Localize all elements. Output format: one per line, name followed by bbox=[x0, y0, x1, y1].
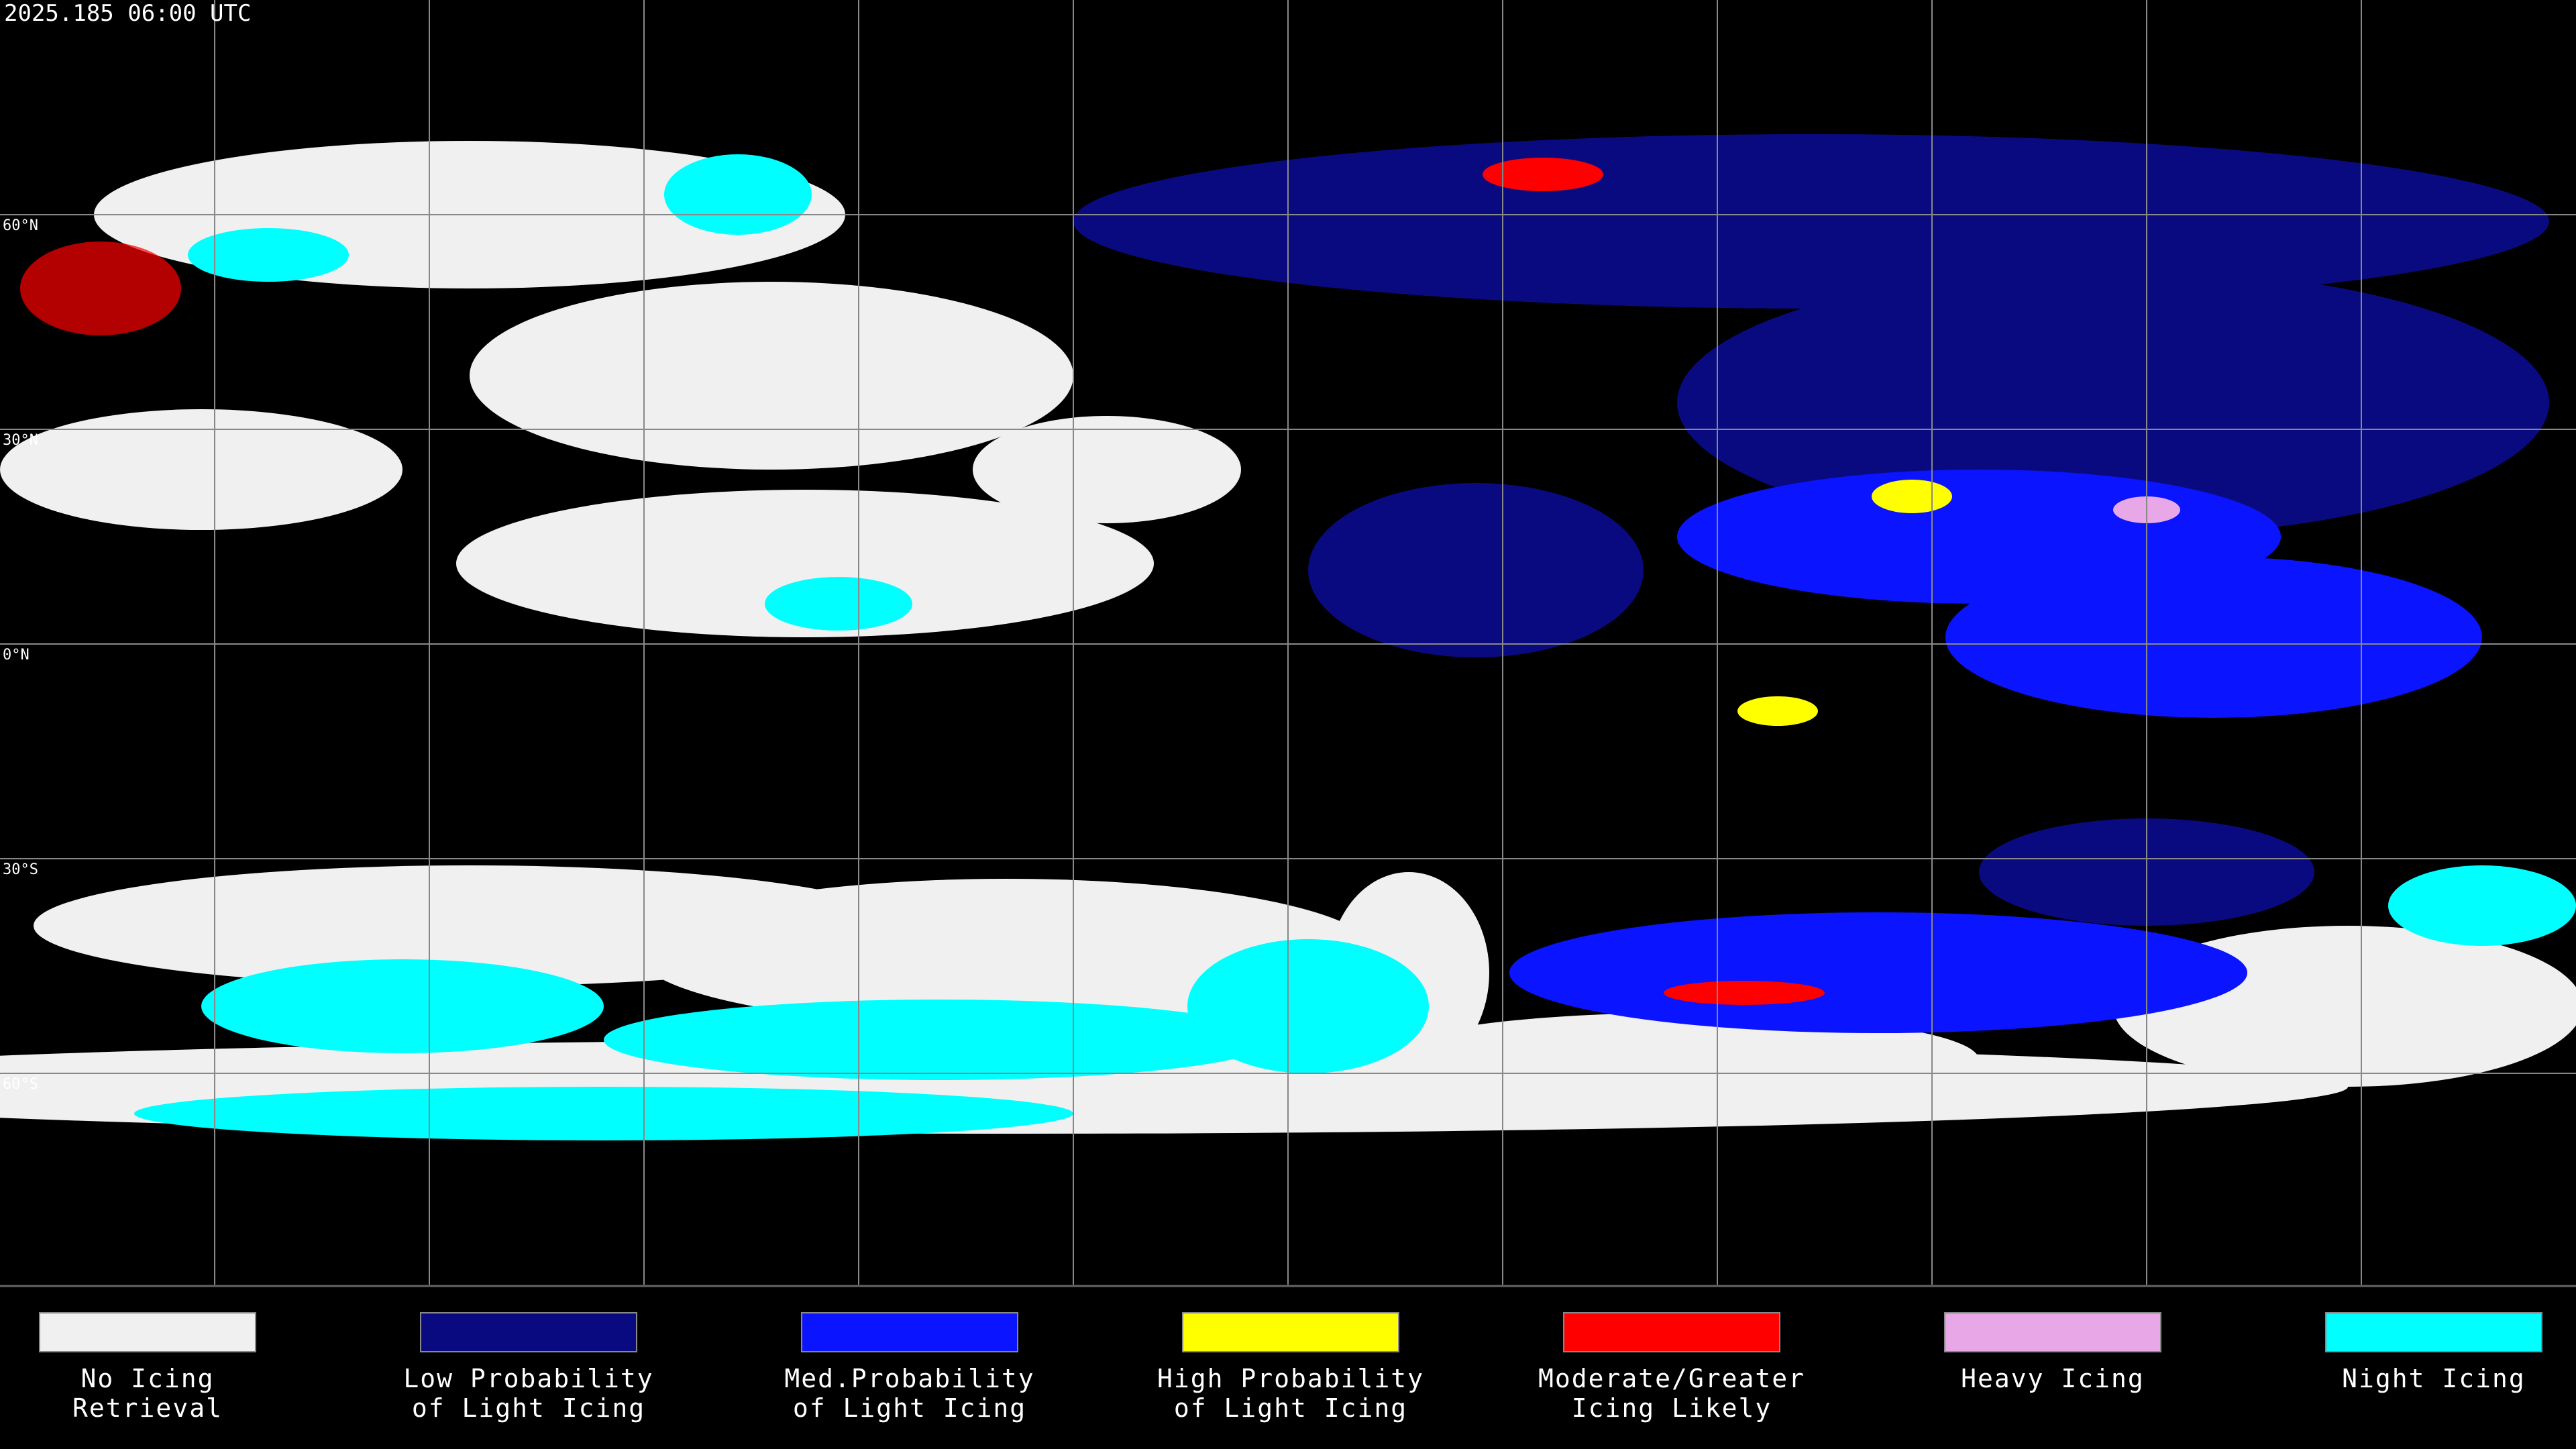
map bbox=[0, 0, 2576, 1287]
legend-label: Med.Probability bbox=[784, 1364, 1034, 1393]
legend-swatch bbox=[801, 1312, 1018, 1352]
legend-item: Night Icing bbox=[2325, 1312, 2542, 1393]
legend-swatch bbox=[420, 1312, 637, 1352]
clear-cloud-areas bbox=[0, 141, 2576, 1134]
latitude-label: 30°S bbox=[3, 861, 38, 878]
legend-swatch bbox=[39, 1312, 256, 1352]
legend-label: High Probability bbox=[1157, 1364, 1424, 1393]
legend-label: No Icing bbox=[80, 1364, 214, 1393]
legend-item: Heavy Icing bbox=[1944, 1312, 2161, 1393]
latitude-labels: 60°N 30°N 0°N 30°S 60°S bbox=[3, 217, 38, 1093]
legend-swatch bbox=[1182, 1312, 1399, 1352]
legend-swatch bbox=[1563, 1312, 1780, 1352]
latitude-label: 30°N bbox=[3, 432, 38, 449]
legend-label: Low Probability bbox=[403, 1364, 653, 1393]
legend-label: Heavy Icing bbox=[1961, 1364, 2145, 1393]
latitude-label: 60°S bbox=[3, 1076, 38, 1093]
legend-swatch bbox=[1944, 1312, 2161, 1352]
latitude-label: 60°N bbox=[3, 217, 38, 234]
title: 2025.185 06:00 UTC bbox=[4, 0, 251, 27]
legend-label: of Light Icing bbox=[412, 1393, 645, 1423]
legend-label: of Light Icing bbox=[1174, 1393, 1407, 1423]
legend-label: Icing Likely bbox=[1572, 1393, 1772, 1423]
legend-label: Night Icing bbox=[2342, 1364, 2526, 1393]
legend-swatch bbox=[2325, 1312, 2542, 1352]
legend-label: Moderate/Greater bbox=[1538, 1364, 1805, 1393]
latitude-label: 0°N bbox=[3, 647, 30, 663]
graticule bbox=[0, 0, 2576, 1285]
legend-label: Retrieval bbox=[72, 1393, 223, 1423]
legend-label: of Light Icing bbox=[793, 1393, 1026, 1423]
